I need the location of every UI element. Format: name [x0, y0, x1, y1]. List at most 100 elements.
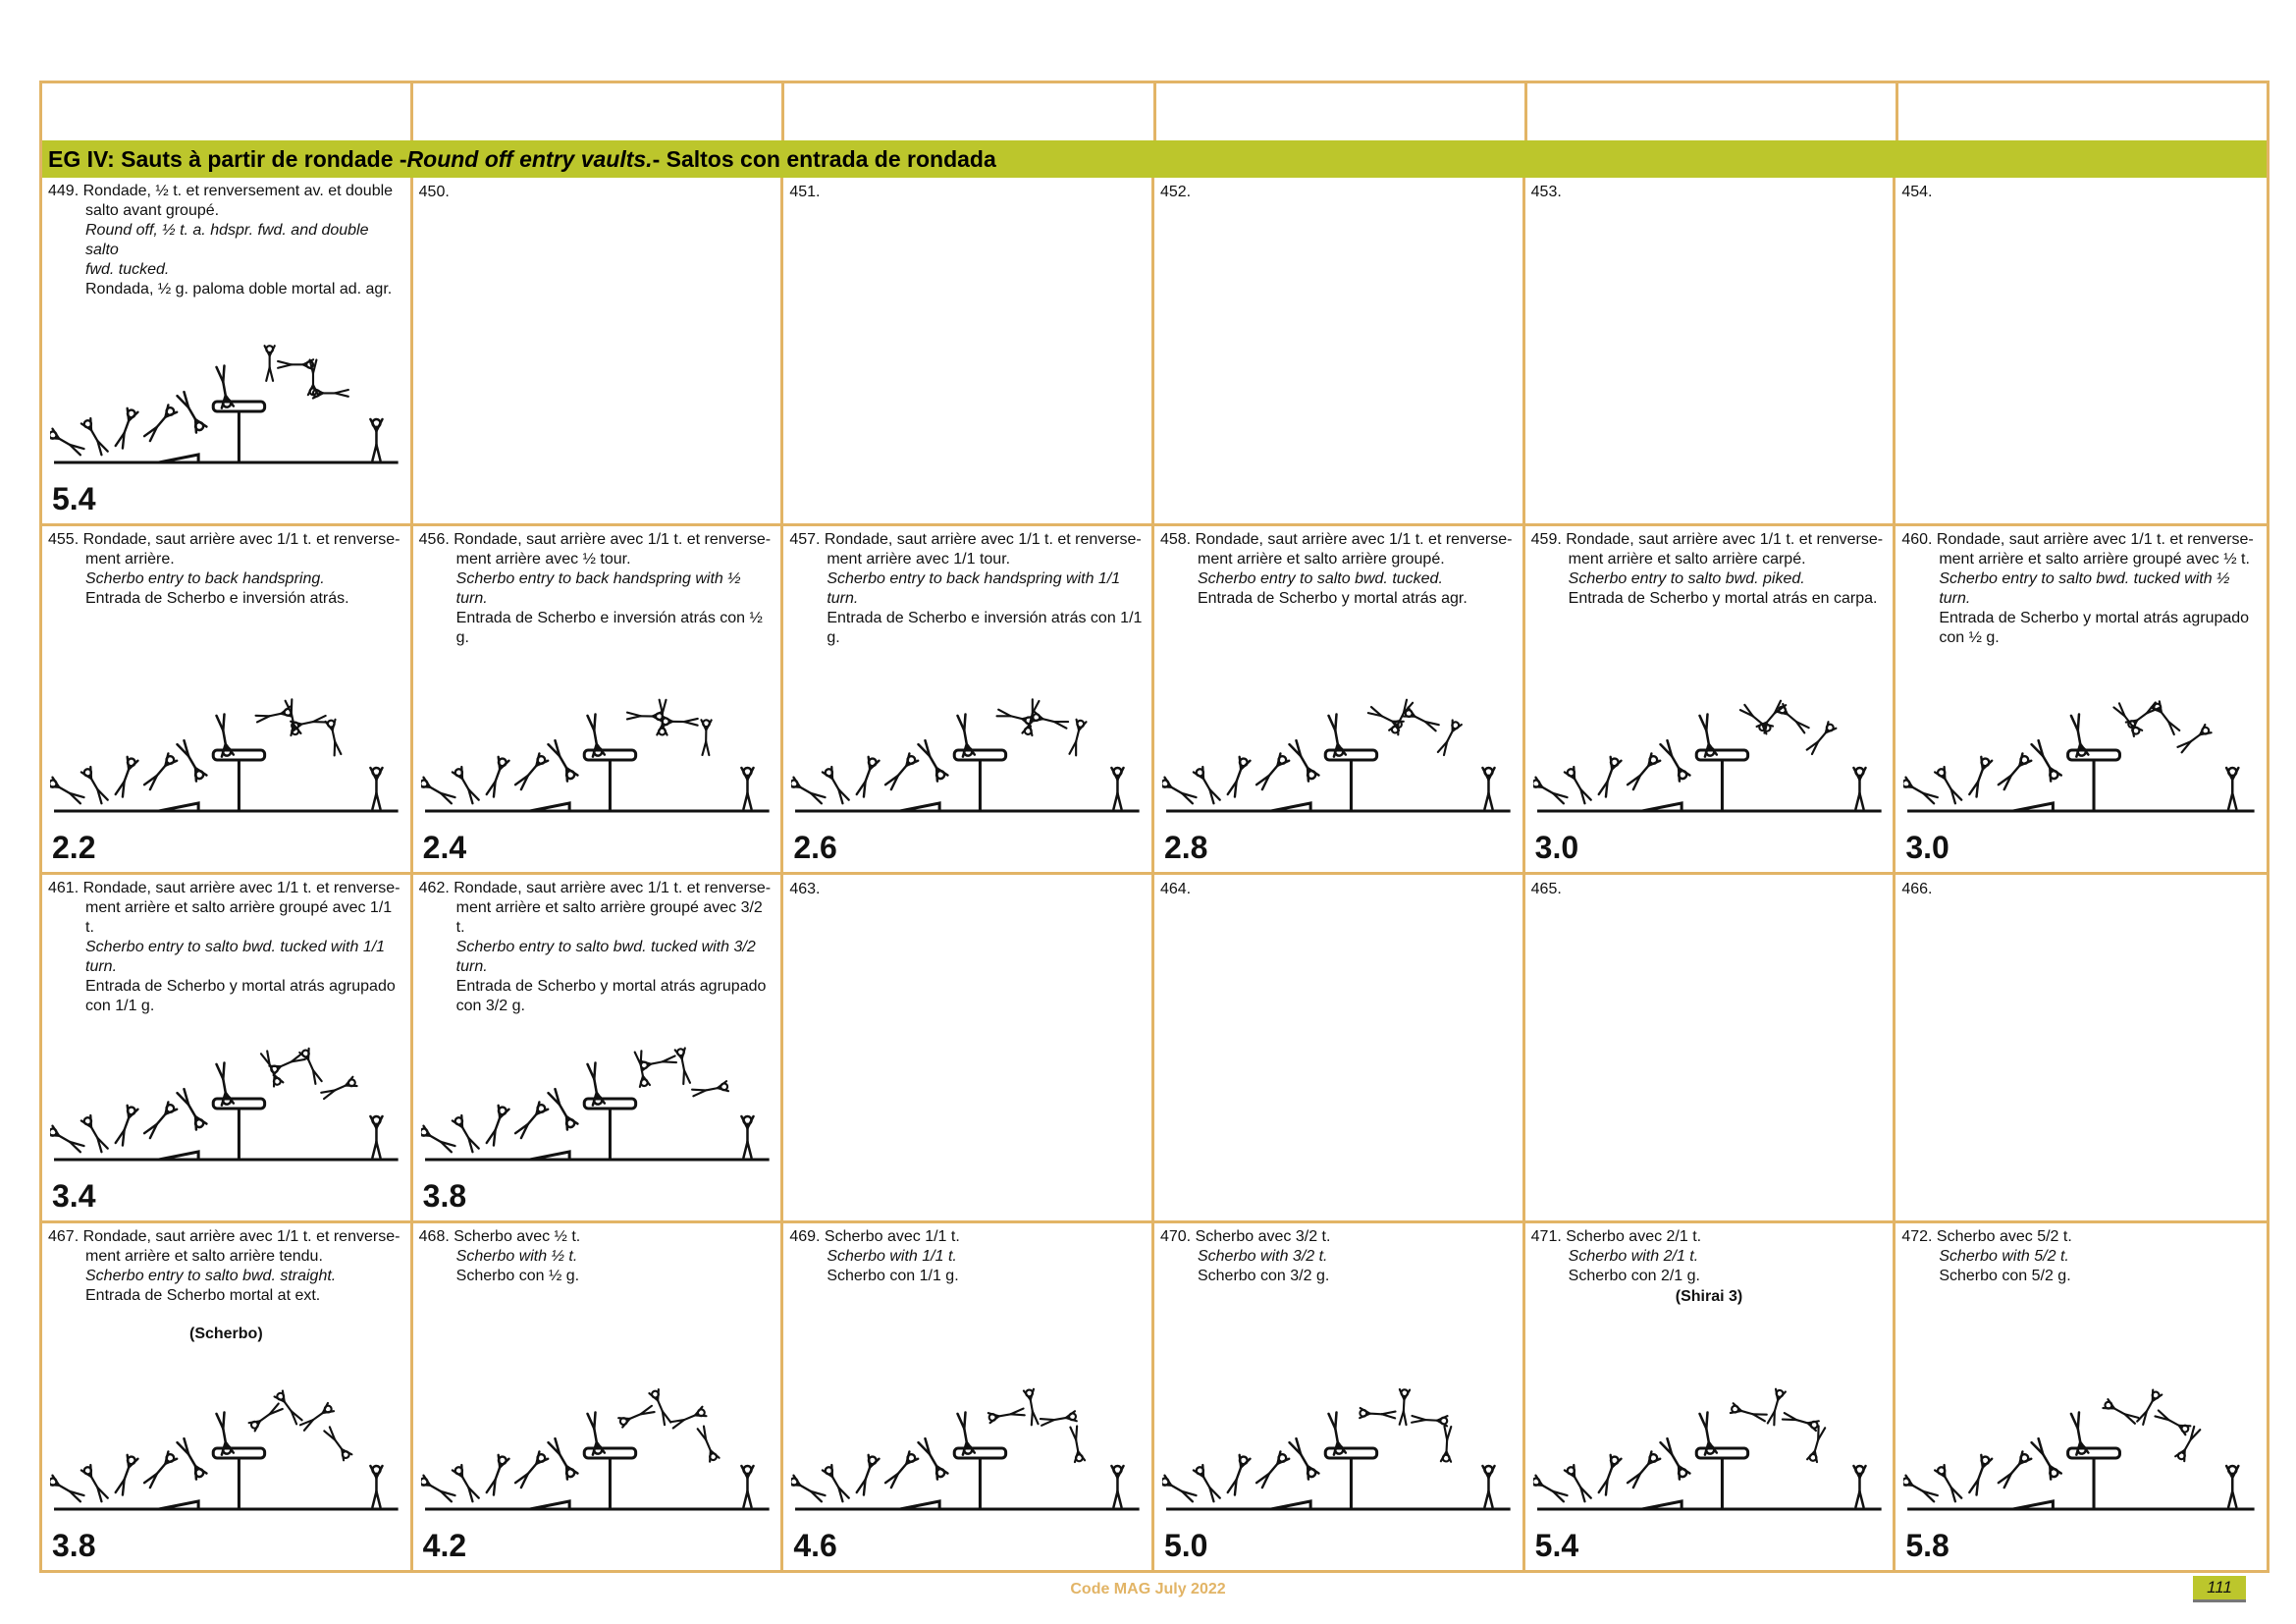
description-line: Scherbo entry to salto bwd. tucked with … — [1939, 570, 2230, 607]
difficulty-value: 3.0 — [1534, 830, 1579, 865]
element-number: 449. — [48, 183, 80, 199]
description-line: Entrada de Scherbo y mortal atrás agr. — [1197, 590, 1468, 607]
description-line: Scherbo con 2/1 g. — [1568, 1268, 1700, 1284]
description-line: con 3/2 g. — [455, 998, 525, 1014]
element-number: 457. — [789, 531, 821, 548]
description-line: ment arrière et salto arrière carpé. — [1568, 551, 1806, 568]
description-line: Scherbo entry to back handspring with 1/… — [827, 570, 1121, 587]
description-line: ment arrière avec ½ tour. — [455, 551, 631, 568]
element-grid: 449. Rondade, ½ t. et renversement av. e… — [42, 178, 2267, 1570]
description-line: Round off, ½ t. a. hdspr. fwd. and doubl… — [85, 222, 369, 258]
element-number: 463. — [789, 881, 821, 897]
vault-sequence-illustration — [416, 1022, 774, 1169]
element-number: 466. — [1901, 881, 1933, 897]
description-text: Rondade, saut arrière avec 1/1 t. et ren… — [1195, 531, 1513, 548]
element-cell: 464. — [1153, 875, 1525, 1223]
description-line: Scherbo with 3/2 t. — [1197, 1248, 1328, 1265]
description-line: Scherbo con 5/2 g. — [1939, 1268, 2071, 1284]
description-line: Entrada de Scherbo y mortal atrás agrupa… — [1939, 610, 2250, 626]
description-line: turn. — [85, 958, 118, 975]
element-number: 452. — [1159, 184, 1192, 200]
element-cell: 470. Scherbo avec 3/2 t. Scherbo with 3/2… — [1154, 1223, 1525, 1570]
description-line: Entrada de Scherbo e inversión atrás con… — [455, 610, 763, 646]
description-text: Rondade, ½ t. et renversement av. et dou… — [82, 183, 394, 199]
element-number: 469. — [789, 1228, 821, 1245]
element-number: 462. — [418, 880, 450, 896]
element-cell: 452. — [1153, 178, 1525, 526]
element-cell: 466. — [1896, 875, 2267, 1223]
group-title: EG IV: Sauts à partir de rondade - Round… — [42, 140, 2267, 178]
element-description: 467. Rondade, saut arrière avec 1/1 t. e… — [48, 1227, 404, 1306]
description-line: Scherbo con 3/2 g. — [1197, 1268, 1330, 1284]
vault-sequence-illustration — [45, 674, 402, 821]
difficulty-value: 5.8 — [1905, 1528, 1949, 1563]
description-text: Rondade, saut arrière avec 1/1 t. et ren… — [82, 1228, 400, 1245]
difficulty-value: 3.8 — [52, 1528, 96, 1563]
difficulty-value: 3.4 — [52, 1178, 96, 1214]
element-description: 471. Scherbo avec 2/1 t. Scherbo with 2/1… — [1531, 1227, 1888, 1286]
difficulty-value: 5.0 — [1163, 1528, 1208, 1563]
element-cell: 468. Scherbo avec ½ t. Scherbo with ½ t. S… — [413, 1223, 784, 1570]
description-line: ment arrière. — [85, 551, 175, 568]
vault-sequence-illustration — [45, 1372, 402, 1519]
element-number: 454. — [1901, 184, 1933, 200]
element-cell: 453. — [1524, 178, 1896, 526]
element-cell: 467. Rondade, saut arrière avec 1/1 t. e… — [42, 1223, 413, 1570]
element-number: 451. — [789, 184, 821, 200]
header-cell — [784, 83, 1156, 140]
vault-sequence-illustration — [45, 325, 402, 472]
element-cell: 458. Rondade, saut arrière avec 1/1 t. e… — [1153, 526, 1525, 875]
element-description: 456. Rondade, saut arrière avec 1/1 t. e… — [419, 530, 775, 648]
description-text: Rondade, saut arrière avec 1/1 t. et ren… — [454, 880, 772, 896]
description-text: Scherbo avec 3/2 t. — [1195, 1228, 1331, 1245]
description-line: Scherbo with 2/1 t. — [1568, 1248, 1699, 1265]
description-line: fwd. tucked. — [85, 261, 170, 278]
description-line: ment arrière et salto arrière groupé. — [1197, 551, 1445, 568]
description-line: 470. Scherbo avec 3/2 t. — [1160, 1227, 1517, 1247]
difficulty-value: 5.4 — [52, 481, 96, 516]
element-cell: 451. — [783, 178, 1154, 526]
vault-sequence-illustration — [416, 1372, 774, 1519]
element-cell: 465. — [1524, 875, 1896, 1223]
description-line: Scherbo with ½ t. — [455, 1248, 578, 1265]
description-text: Scherbo avec ½ t. — [454, 1228, 581, 1245]
element-number: 450. — [418, 184, 450, 200]
description-line: 455. Rondade, saut arrière avec 1/1 t. e… — [48, 530, 404, 550]
vault-sequence-illustration — [1528, 674, 1886, 821]
element-cell: 454. — [1896, 178, 2267, 526]
element-table: EG IV: Sauts à partir de rondade - Round… — [39, 81, 2269, 1573]
description-line: Scherbo entry to salto bwd. tucked with … — [455, 939, 756, 955]
element-description: 455. Rondade, saut arrière avec 1/1 t. e… — [48, 530, 404, 609]
element-cell: 462. Rondade, saut arrière avec 1/1 t. e… — [412, 875, 784, 1223]
vault-sequence-illustration — [1528, 1372, 1886, 1519]
description-line: con ½ g. — [1939, 629, 2000, 646]
description-line: con 1/1 g. — [85, 998, 155, 1014]
description-line: 457. Rondade, saut arrière avec 1/1 t. e… — [789, 530, 1146, 550]
element-description: 458. Rondade, saut arrière avec 1/1 t. e… — [1160, 530, 1517, 609]
description-line: 471. Scherbo avec 2/1 t. — [1531, 1227, 1888, 1247]
description-line: ment arrière et salto arrière tendu. — [85, 1248, 323, 1265]
description-line: 462. Rondade, saut arrière avec 1/1 t. e… — [419, 879, 775, 898]
group-title-spanish: - Saltos con entrada de rondada — [652, 145, 996, 172]
element-cell: 461. Rondade, saut arrière avec 1/1 t. e… — [42, 875, 413, 1223]
description-text: Rondade, saut arrière avec 1/1 t. et ren… — [1936, 531, 2254, 548]
vault-sequence-illustration — [1157, 674, 1515, 821]
description-line: Scherbo entry to salto bwd. piked. — [1568, 570, 1805, 587]
element-cell: 459. Rondade, saut arrière avec 1/1 t. e… — [1524, 526, 1896, 875]
description-line: 459. Rondade, saut arrière avec 1/1 t. e… — [1531, 530, 1888, 550]
description-line: Scherbo entry to back handspring with ½ — [455, 570, 741, 587]
element-number: 464. — [1159, 881, 1192, 897]
description-line: 460. Rondade, saut arrière avec 1/1 t. e… — [1901, 530, 2261, 550]
element-description: 460. Rondade, saut arrière avec 1/1 t. e… — [1901, 530, 2261, 648]
description-line: Scherbo with 5/2 t. — [1939, 1248, 2069, 1265]
element-description: 469. Scherbo avec 1/1 t. Scherbo with 1/1… — [789, 1227, 1146, 1286]
element-cell: 463. — [783, 875, 1154, 1223]
difficulty-value: 4.6 — [793, 1528, 837, 1563]
element-number: 468. — [418, 1228, 450, 1245]
element-description: 461. Rondade, saut arrière avec 1/1 t. e… — [48, 879, 404, 1016]
vault-sequence-illustration — [1899, 674, 2259, 821]
element-description: 472. Scherbo avec 5/2 t. Scherbo with 5/2… — [1901, 1227, 2261, 1286]
element-cell: 472. Scherbo avec 5/2 t. Scherbo with 5/2… — [1896, 1223, 2267, 1570]
header-cell — [42, 83, 414, 140]
description-line: Scherbo con ½ g. — [455, 1268, 580, 1284]
